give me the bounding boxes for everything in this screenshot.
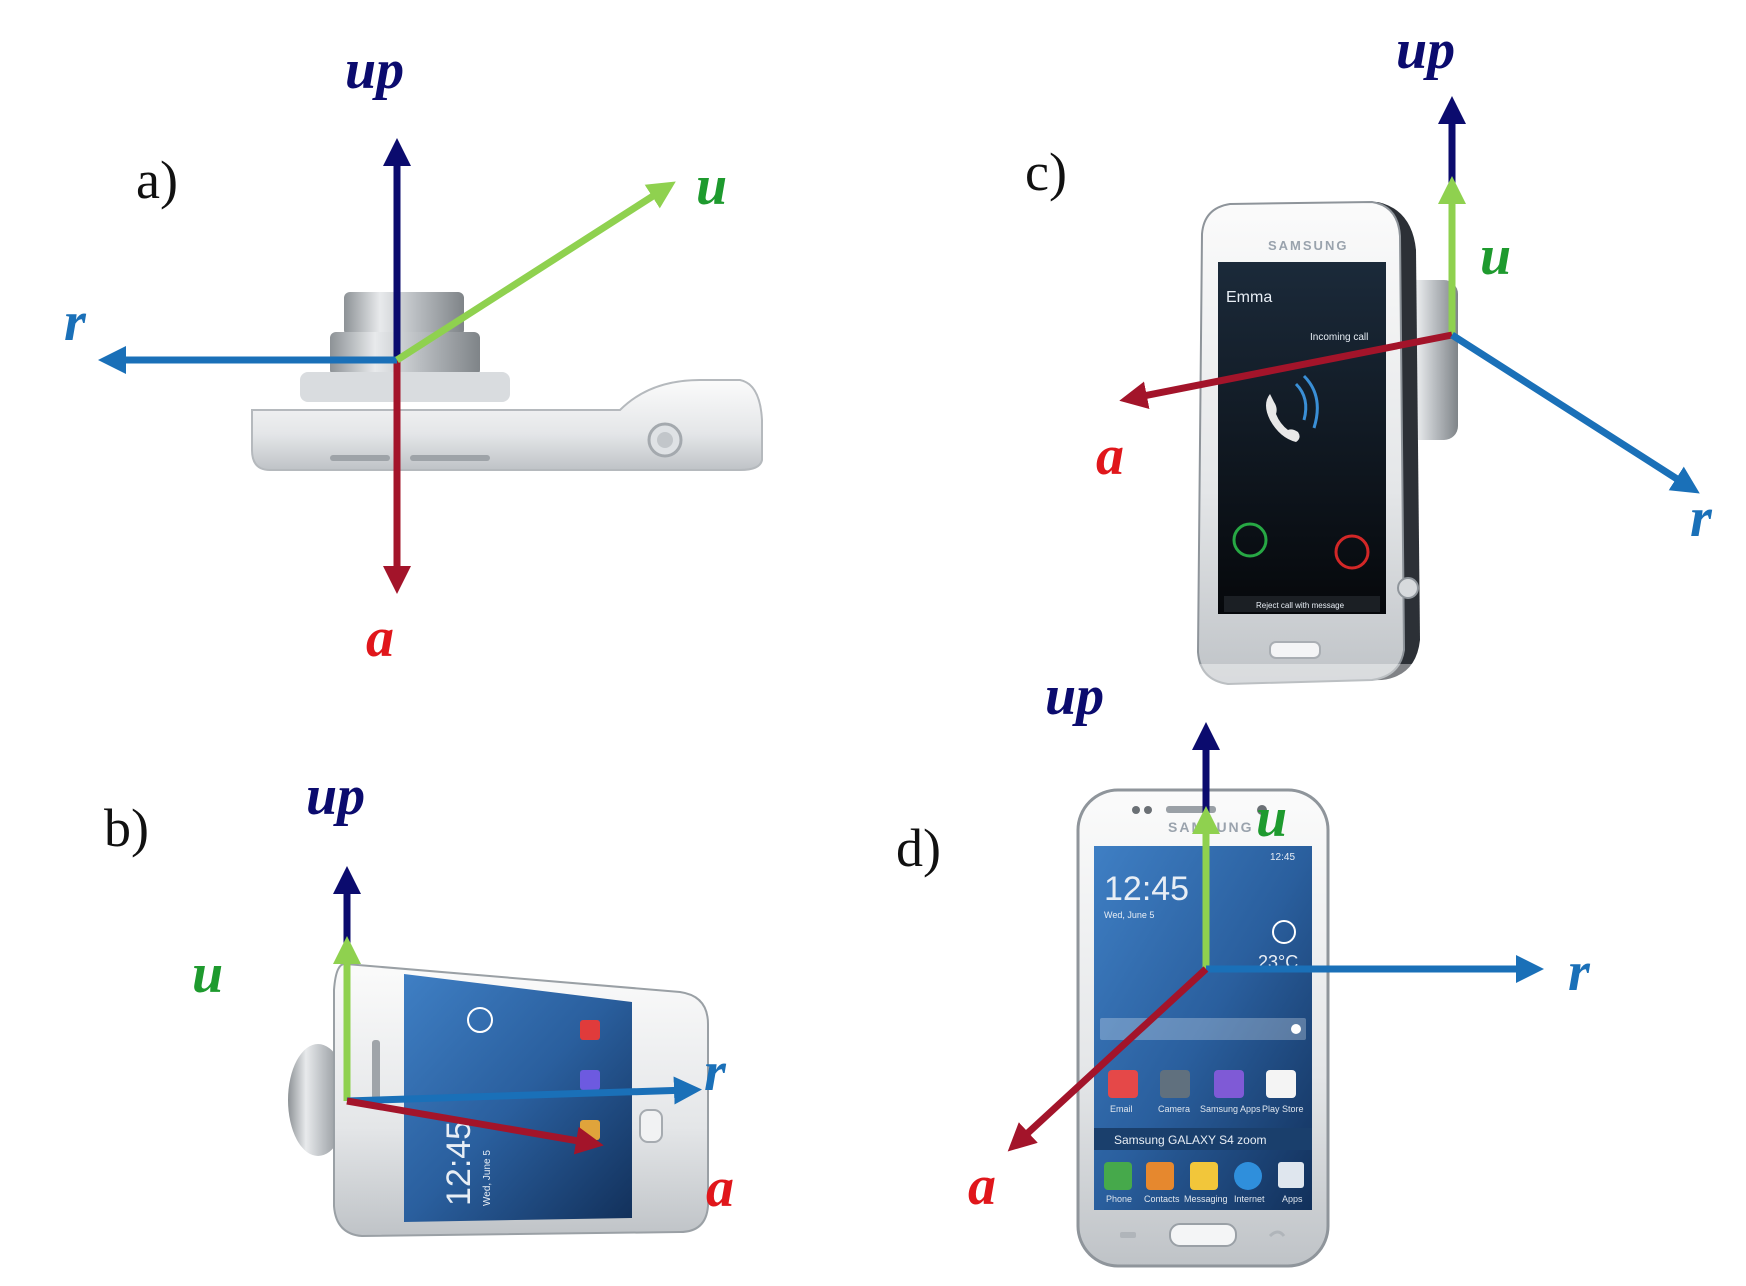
sun-weather-icon xyxy=(467,1007,493,1033)
call-waves-icon xyxy=(1294,382,1308,421)
camera-phone-front-image: SAMSUNG 12:45 12:45 Wed, June 5 23°C Ema… xyxy=(1076,788,1330,1268)
panel-d: d) SAMSUNG 12:45 12:45 Wed, June 5 23°C … xyxy=(896,665,1591,1268)
panel-d-brand: SAMSUNG xyxy=(1168,819,1254,835)
menu-key-icon xyxy=(1120,1232,1136,1238)
app-label-camera: Camera xyxy=(1158,1104,1190,1114)
email-app-icon xyxy=(1108,1070,1138,1098)
internet-app-icon xyxy=(1234,1162,1262,1190)
panel-a-u-label: u xyxy=(696,155,727,217)
panel-b-r-arrow xyxy=(346,1076,702,1105)
camera-app-icon xyxy=(1160,1070,1190,1098)
phone-call-icon xyxy=(1266,394,1300,442)
panel-d-u-label: u xyxy=(1256,787,1287,849)
panel-b-u-label: u xyxy=(192,943,223,1005)
samsung-apps-icon xyxy=(1214,1070,1244,1098)
mic-icon xyxy=(1291,1024,1301,1034)
app-label-play-store: Play Store xyxy=(1262,1104,1304,1114)
panel-d-date: Wed, June 5 xyxy=(1104,910,1154,920)
panel-d-label: d) xyxy=(896,818,941,878)
panel-c-caller-name: Emma xyxy=(1226,289,1272,306)
panel-d-model-name: Samsung GALAXY S4 zoom xyxy=(1114,1133,1267,1147)
panel-b-a-arrow xyxy=(346,1097,604,1155)
panel-c-label: c) xyxy=(1025,142,1067,202)
camera-phone-front-angled-image: SAMSUNG Emma Incoming call Reject call w… xyxy=(1196,200,1458,688)
panel-d-a-arrow xyxy=(1007,966,1209,1152)
panel-c-r-arrow xyxy=(1450,332,1700,494)
app-label-samsung-apps: Samsung Apps xyxy=(1200,1104,1261,1114)
panel-c-up-label: up xyxy=(1396,19,1455,81)
panel-a-u-arrow xyxy=(395,181,676,363)
home-button-icon xyxy=(1269,641,1321,659)
panel-b-r-label: r xyxy=(704,1041,727,1103)
panel-c-u-label: u xyxy=(1480,225,1511,287)
play-store-icon xyxy=(1266,1070,1296,1098)
panel-a-up-label: up xyxy=(345,39,404,101)
panel-b-up-label: up xyxy=(306,765,365,827)
panel-c-a-label: a xyxy=(1096,425,1124,487)
panel-d-r-label: r xyxy=(1568,941,1591,1003)
panel-d-clock: 12:45 xyxy=(1104,870,1189,908)
camera-side-view-image xyxy=(251,292,763,471)
panel-d-a-label: a xyxy=(968,1155,996,1217)
panel-d-status-time: 12:45 xyxy=(1270,852,1295,863)
panel-a-r-label: r xyxy=(64,291,87,353)
app-label-internet: Internet xyxy=(1234,1194,1265,1204)
home-button-icon xyxy=(1169,1223,1237,1247)
panel-c-r-label: r xyxy=(1690,487,1713,549)
app-icon xyxy=(580,1070,600,1090)
phone-app-icon xyxy=(1104,1162,1132,1190)
app-label-messaging: Messaging xyxy=(1184,1194,1228,1204)
app-label-apps: Apps xyxy=(1282,1194,1303,1204)
panel-a-a-label: a xyxy=(366,607,394,669)
reject-call-icon xyxy=(1334,534,1370,570)
contacts-app-icon xyxy=(1146,1162,1174,1190)
panel-b-clock: 12:45 xyxy=(440,1121,478,1206)
back-key-icon xyxy=(1268,1230,1286,1238)
panel-b-label: b) xyxy=(104,798,149,858)
panel-d-up-label: up xyxy=(1045,665,1104,727)
messaging-app-icon xyxy=(1190,1162,1218,1190)
sun-weather-icon xyxy=(1272,920,1296,944)
panel-c-brand: SAMSUNG xyxy=(1268,238,1348,253)
apps-grid-icon xyxy=(1278,1162,1304,1188)
panel-c-reject-message: Reject call with message xyxy=(1256,601,1345,610)
app-label-phone: Phone xyxy=(1106,1194,1132,1204)
panel-b-a-label: a xyxy=(706,1157,734,1219)
panel-b-date: Wed, June 5 xyxy=(482,1150,493,1206)
app-label-contacts: Contacts xyxy=(1144,1194,1180,1204)
home-button-icon xyxy=(639,1109,663,1143)
app-label-email: Email xyxy=(1110,1104,1133,1114)
app-icon xyxy=(580,1020,600,1040)
panel-c-call-status: Incoming call xyxy=(1310,332,1368,343)
panel-a-label: a) xyxy=(136,150,178,210)
panel-c-a-arrow xyxy=(1119,331,1453,410)
panel-c: c) SAMSUNG Emma Incoming call Reject cal… xyxy=(1025,19,1713,688)
panel-b: b) 12:45 Wed, June 5 up u r a xyxy=(104,765,734,1238)
app-icon xyxy=(580,1120,600,1140)
panel-a: a) up u r a xyxy=(64,39,763,669)
answer-call-icon xyxy=(1232,522,1268,558)
